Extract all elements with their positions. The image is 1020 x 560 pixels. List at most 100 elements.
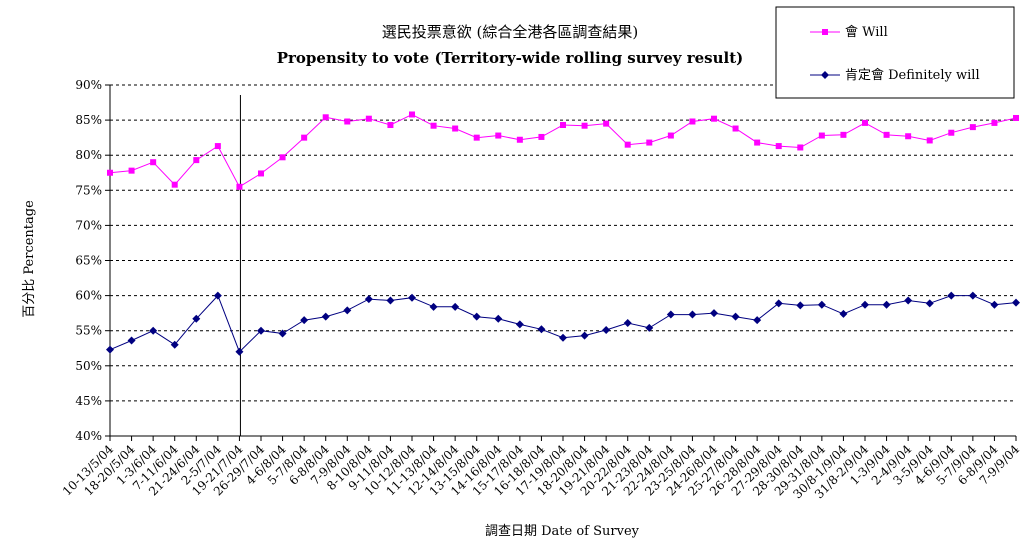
data-point-0 (516, 136, 523, 143)
data-point-1 (300, 316, 309, 325)
data-point-1 (645, 323, 654, 332)
data-point-0 (797, 144, 804, 151)
data-point-0 (538, 133, 545, 140)
data-point-1 (602, 325, 611, 334)
data-point-0 (646, 139, 653, 146)
data-point-1 (537, 325, 546, 334)
data-point-1 (408, 293, 416, 302)
data-point-0 (603, 120, 610, 127)
data-point-0 (214, 143, 221, 150)
y-tick-label: 90% (75, 78, 102, 92)
data-point-0 (473, 134, 480, 141)
data-point-1 (515, 320, 524, 329)
data-point-0 (365, 115, 372, 122)
y-axis-label: 百分比 Percentage (22, 200, 37, 318)
data-point-0 (1013, 114, 1019, 121)
data-point-0 (624, 141, 631, 148)
data-point-1 (688, 310, 697, 319)
y-tick-label: 60% (75, 289, 102, 303)
data-point-0 (107, 169, 113, 176)
data-point-0 (883, 131, 890, 138)
data-point-0 (991, 119, 998, 126)
data-point-0 (236, 183, 243, 190)
data-point-0 (711, 115, 717, 122)
data-point-1 (364, 295, 373, 304)
data-point-1 (192, 314, 201, 323)
legend-label-will: 會 Will (845, 25, 888, 40)
data-point-0 (279, 154, 286, 161)
data-point-1 (472, 312, 481, 321)
data-point-1 (925, 299, 934, 308)
data-point-0 (581, 122, 588, 129)
data-point-1 (451, 302, 460, 311)
data-point-1 (127, 336, 136, 345)
data-point-1 (213, 291, 222, 300)
data-point-1 (710, 309, 718, 318)
data-point-1 (278, 329, 287, 338)
data-point-0 (926, 137, 933, 144)
legend: 會 Will 肯定會 Definitely will (775, 6, 1015, 99)
data-point-0 (322, 114, 329, 121)
y-tick-label: 45% (75, 394, 102, 408)
data-point-0 (193, 157, 200, 164)
data-point-1 (170, 340, 179, 349)
data-point-1 (429, 302, 438, 311)
data-point-0 (667, 132, 674, 139)
data-point-1 (257, 326, 265, 335)
data-point-1 (968, 291, 977, 300)
gridlines (110, 84, 1016, 402)
x-axis-label: 調查日期 Date of Survey (485, 524, 640, 539)
x-axis-ticks: 10-13/5/0418-20/5/041-3/6/047-11/6/0421-… (60, 436, 1020, 501)
data-point-0 (301, 134, 308, 141)
y-tick-label: 75% (75, 183, 102, 197)
data-point-1 (559, 333, 567, 342)
y-tick-label: 65% (75, 254, 102, 268)
y-tick-label: 55% (75, 324, 102, 338)
data-point-1 (235, 347, 244, 356)
data-point-1 (861, 300, 869, 309)
data-point-0 (344, 118, 351, 125)
data-point-1 (839, 309, 848, 318)
data-point-1 (817, 300, 826, 309)
data-point-0 (171, 181, 178, 188)
data-point-1 (494, 314, 503, 323)
data-point-1 (753, 316, 762, 325)
y-tick-label: 85% (75, 113, 102, 127)
data-point-1 (774, 299, 783, 308)
y-tick-label: 80% (75, 148, 102, 162)
y-axis-ticks: 40% 45% 50% 55% 60% 65% 70% 75% 80% 85% 90% (75, 78, 110, 443)
y-tick-label: 50% (75, 359, 102, 373)
data-point-0 (387, 122, 394, 129)
data-point-0 (905, 133, 912, 140)
data-point-1 (796, 301, 805, 310)
data-point-0 (948, 129, 955, 136)
series-line-1 (109, 294, 1017, 353)
y-tick-label: 40% (75, 429, 102, 443)
y-tick-label: 70% (75, 218, 102, 232)
data-point-0 (128, 167, 135, 174)
legend-label-definitely-will: 肯定會 Definitely will (845, 68, 980, 83)
data-point-1 (343, 306, 352, 315)
data-point-0 (840, 131, 847, 138)
legend-marker-definitely-will (821, 71, 829, 79)
data-point-0 (818, 132, 825, 139)
data-point-1 (580, 331, 589, 340)
data-point-0 (495, 132, 502, 139)
data-point-1 (386, 296, 395, 305)
data-point-0 (430, 122, 437, 129)
data-point-0 (560, 122, 566, 129)
chart-title: 選民投票意欲 (綜合全港各區調查結果) (382, 23, 638, 41)
data-point-0 (150, 159, 157, 166)
data-point-1 (1012, 298, 1020, 307)
data-point-1 (904, 296, 913, 305)
data-point-0 (862, 119, 868, 126)
data-point-0 (258, 170, 264, 177)
chart-subtitle: Propensity to vote (Territory-wide rolli… (277, 49, 744, 67)
data-point-0 (732, 125, 739, 132)
data-point-0 (409, 111, 415, 118)
data-point-0 (969, 124, 976, 131)
series-layer (106, 111, 1020, 356)
data-point-1 (882, 300, 891, 309)
data-point-1 (990, 300, 999, 309)
